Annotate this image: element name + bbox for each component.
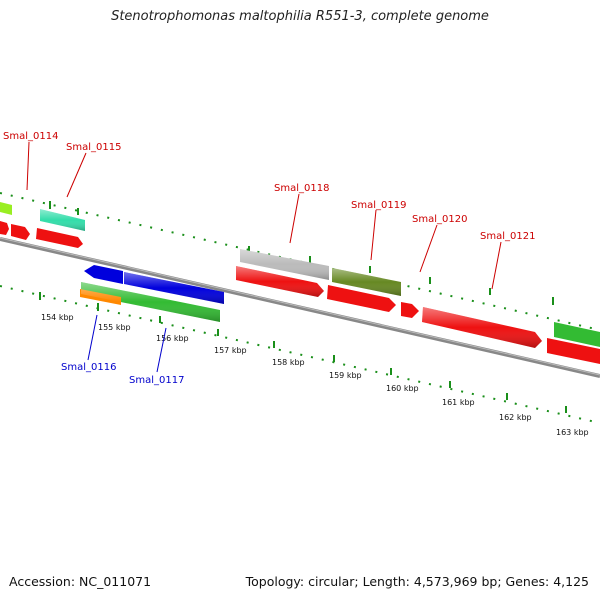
- feature-gloss: [240, 249, 329, 280]
- backbone-line: [0, 237, 600, 378]
- accession-text: Accession: NC_011071: [9, 574, 152, 589]
- leader-smal-0114: [26, 141, 30, 191]
- leader-smal-0121: [491, 241, 502, 290]
- feature-gloss: [81, 282, 220, 322]
- scale-label: 160 kbp: [386, 384, 419, 393]
- scale-label: 163 kbp: [556, 428, 589, 437]
- lower-tick-track: [0, 285, 600, 424]
- gene-label-smal-0116[interactable]: Smal_0116: [61, 362, 116, 373]
- scale-label: 154 kbp: [41, 313, 74, 322]
- scale-label: 155 kbp: [98, 323, 131, 332]
- feature-gloss: [422, 307, 542, 348]
- feature-smal-0116[interactable]: [84, 265, 123, 284]
- gene-label-smal-0120[interactable]: Smal_0120: [412, 214, 467, 225]
- gene-label-smal-0115[interactable]: Smal_0115: [66, 142, 121, 153]
- feature-smal-0120[interactable]: [401, 302, 419, 318]
- feature-gloss: [124, 272, 224, 304]
- feature-red-left-2[interactable]: [11, 224, 30, 240]
- scale-label: 161 kbp: [442, 398, 475, 407]
- feature-green-right[interactable]: [554, 322, 600, 347]
- scale-label: 156 kbp: [156, 334, 189, 343]
- leader-smal-0116: [87, 314, 98, 361]
- feature-red-left-1[interactable]: [0, 221, 9, 235]
- backbone: [0, 237, 600, 378]
- feature-gloss: [40, 209, 85, 231]
- scale-label: 158 kbp: [272, 358, 305, 367]
- feature-gloss: [332, 268, 401, 296]
- feature-red-right[interactable]: [547, 338, 600, 364]
- gene-label-smal-0119[interactable]: Smal_0119: [351, 200, 406, 211]
- gene-label-smal-0117[interactable]: Smal_0117: [129, 375, 184, 386]
- backbone-highlight: [0, 237, 600, 376]
- gene-features: [0, 202, 600, 364]
- scale-label: 162 kbp: [499, 413, 532, 422]
- feature-lime-partial[interactable]: [0, 202, 12, 215]
- feature-smal-0119[interactable]: [327, 285, 396, 312]
- scale-label: 159 kbp: [329, 371, 362, 380]
- gene-label-smal-0118[interactable]: Smal_0118: [274, 183, 329, 194]
- label-leaders: [26, 141, 502, 373]
- leader-smal-0119: [370, 209, 377, 261]
- gene-label-smal-0114[interactable]: Smal_0114: [3, 131, 58, 142]
- topology-summary: Topology: circular; Length: 4,573,969 bp…: [245, 574, 589, 589]
- gene-labels: Smal_0114 Smal_0115 Smal_0116 Smal_0117 …: [3, 131, 535, 386]
- map-title: Stenotrophomonas maltophilia R551-3, com…: [111, 9, 489, 24]
- leader-smal-0117: [156, 327, 167, 373]
- feature-gloss: [236, 266, 324, 297]
- leader-smal-0115: [66, 152, 87, 198]
- scale-label: 157 kbp: [214, 346, 247, 355]
- leader-smal-0120: [419, 224, 438, 273]
- leader-smal-0118: [289, 193, 300, 244]
- scale-labels: 154 kbp 155 kbp 156 kbp 157 kbp 158 kbp …: [41, 313, 589, 437]
- feature-smal-0115[interactable]: [36, 228, 83, 248]
- gene-label-smal-0121[interactable]: Smal_0121: [480, 231, 535, 242]
